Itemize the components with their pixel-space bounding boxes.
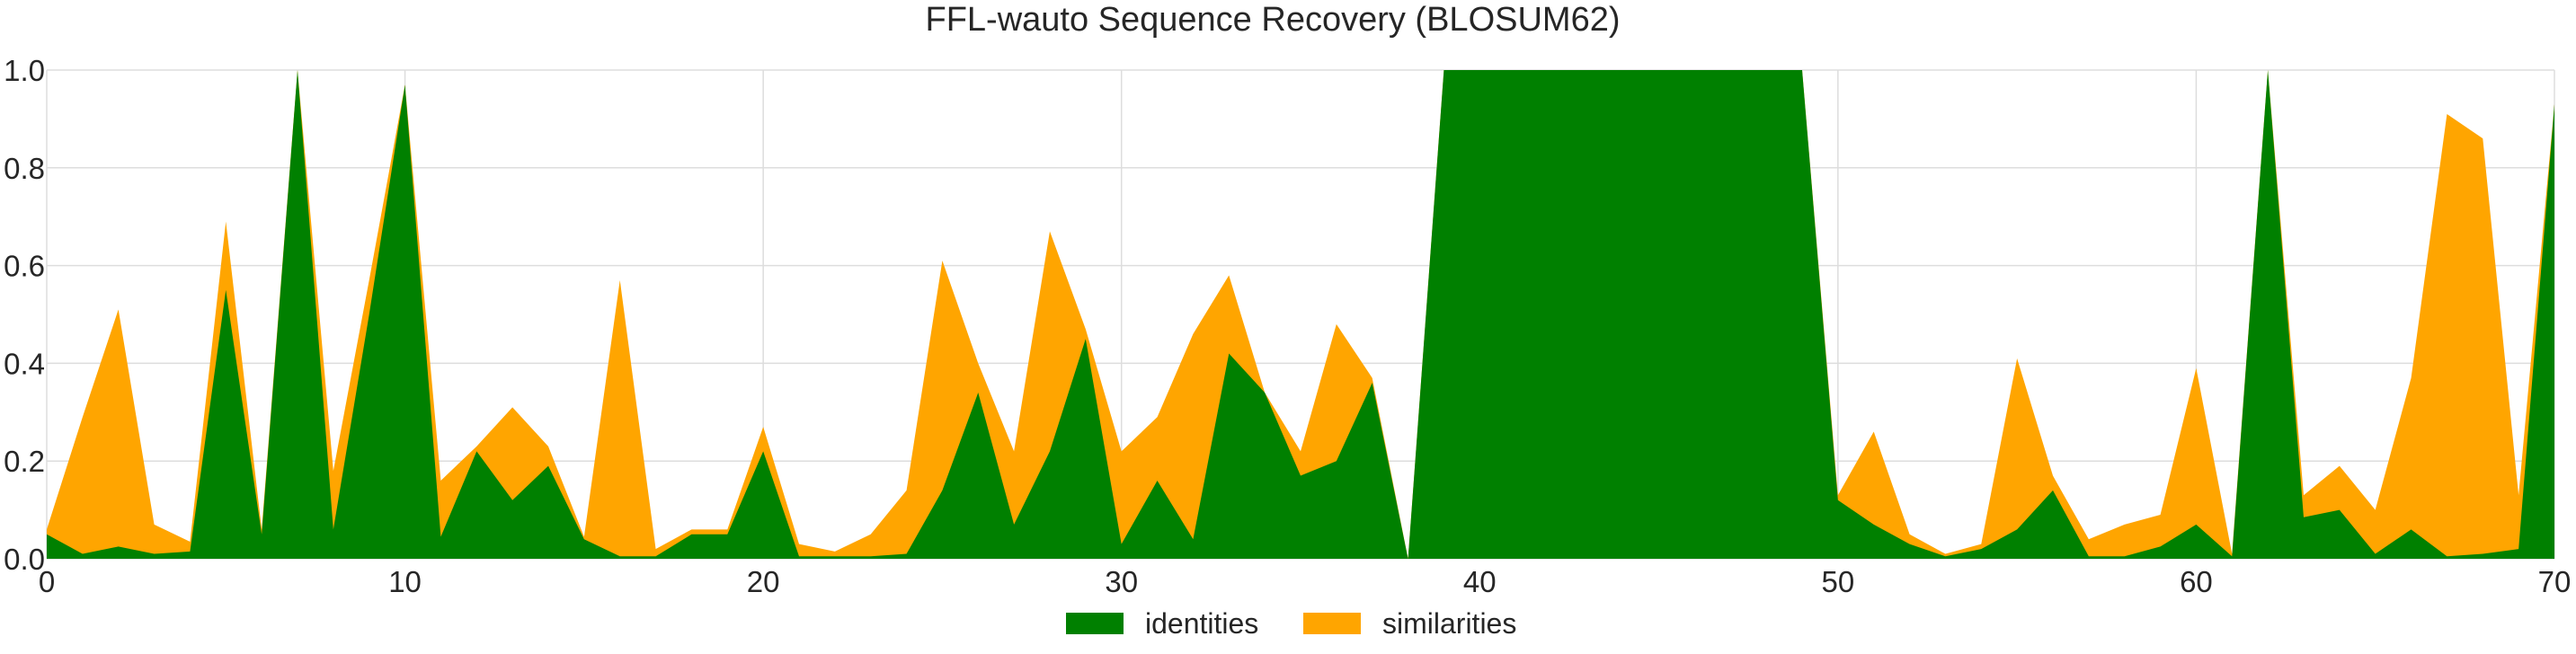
x-tick-label: 20: [747, 565, 780, 598]
legend-label-identities: identities: [1145, 607, 1258, 640]
area-series: [47, 70, 2554, 559]
axes: 0 10 20 30 40 50 60 70 0.0 0.2 0.4 0.6 0.8 1.0: [4, 54, 2571, 598]
x-tick-label: 70: [2538, 565, 2572, 598]
x-tick-label: 50: [1821, 565, 1854, 598]
x-tick-label: 10: [388, 565, 422, 598]
y-tick-label: 0.2: [4, 445, 45, 478]
legend-swatch-identities: [1066, 613, 1124, 634]
legend-label-similarities: similarities: [1382, 607, 1516, 640]
legend: identities similarities: [1066, 607, 1516, 640]
x-tick-label: 40: [1463, 565, 1497, 598]
area-identities: [47, 70, 2554, 559]
chart-title: FFL-wauto Sequence Recovery (BLOSUM62): [926, 1, 1621, 39]
legend-swatch-similarities: [1303, 613, 1361, 634]
x-tick-label: 60: [2180, 565, 2213, 598]
y-tick-label: 1.0: [4, 54, 45, 87]
y-tick-label: 0.6: [4, 250, 45, 283]
x-tick-label: 30: [1105, 565, 1138, 598]
y-tick-label: 0.0: [4, 543, 45, 576]
x-tick-label: 0: [39, 565, 55, 598]
y-tick-label: 0.8: [4, 152, 45, 185]
y-tick-label: 0.4: [4, 347, 45, 380]
